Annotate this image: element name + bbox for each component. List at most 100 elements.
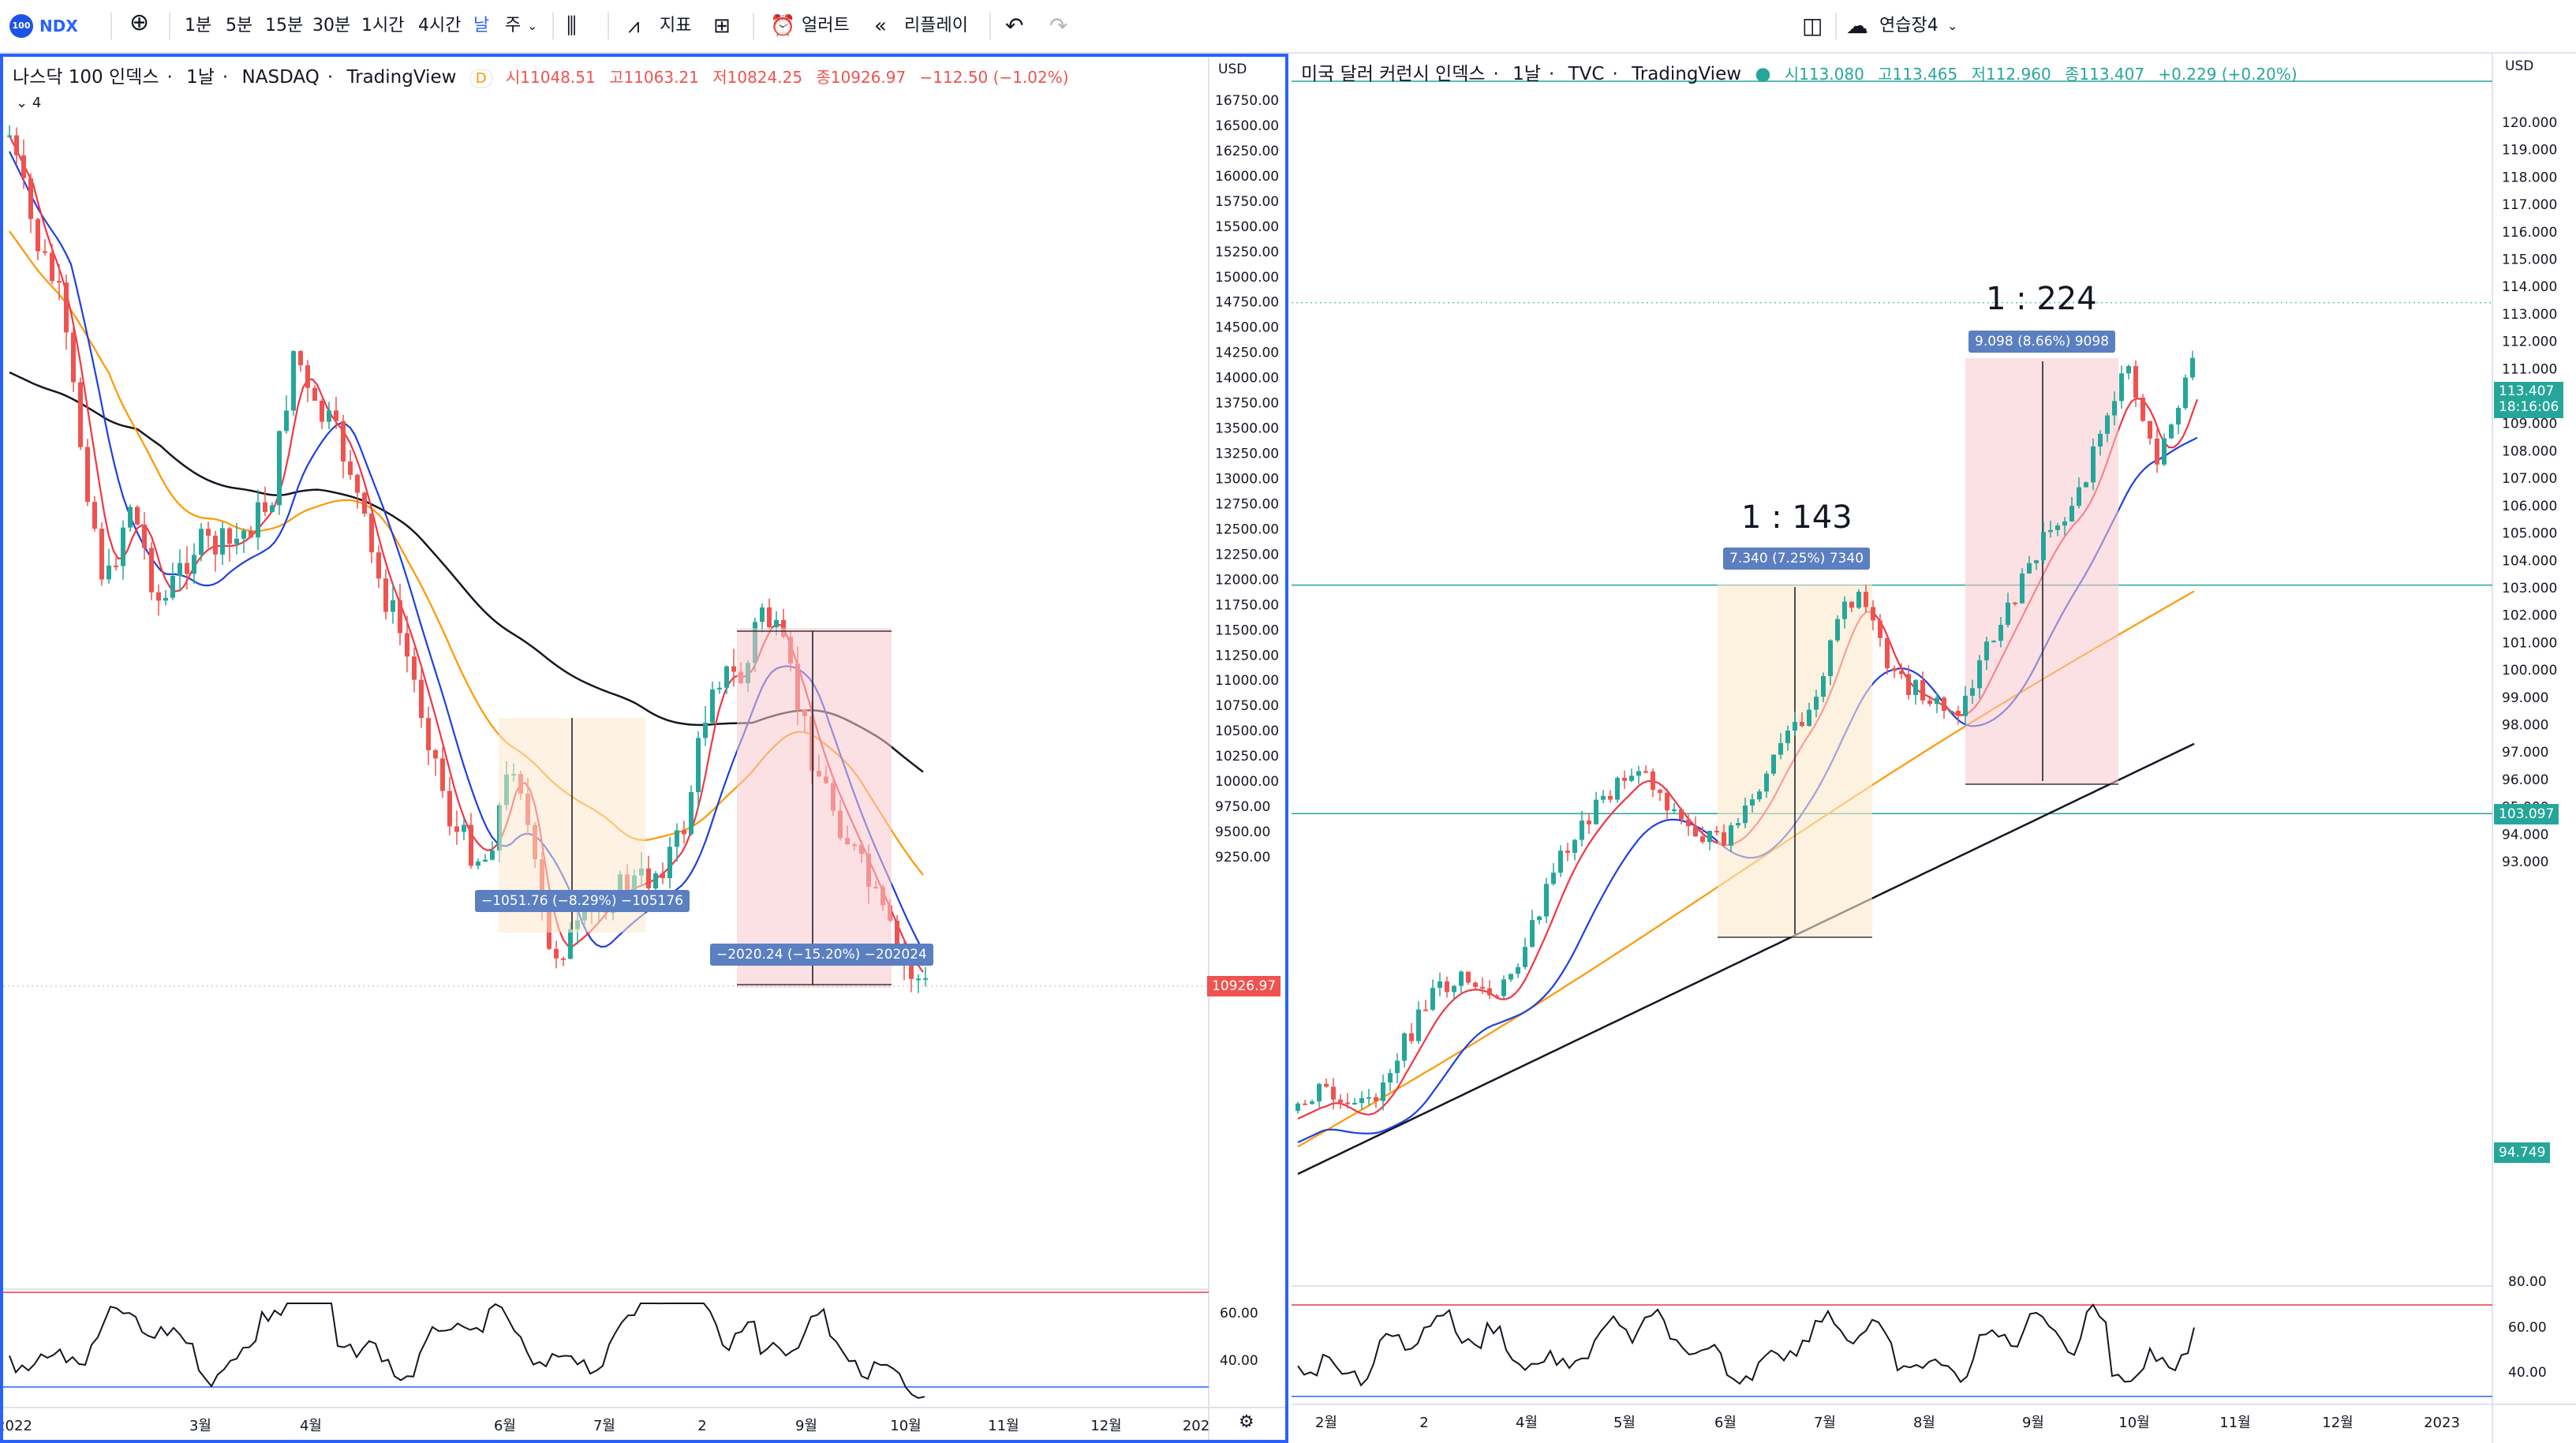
price-tick-label: 10750.00: [1215, 698, 1279, 714]
undo-icon[interactable]: ↶: [1005, 13, 1024, 39]
dxy-candle-body: [1643, 771, 1648, 773]
interval-day[interactable]: 날: [473, 16, 490, 36]
dxy-candle-body: [1295, 1103, 1300, 1111]
collapsed-indicators[interactable]: ⌄ 4: [16, 95, 42, 111]
nasdaq-candle-body: [142, 524, 147, 548]
nasdaq-candle-body: [348, 461, 353, 475]
rsi-line: [1297, 1303, 2195, 1387]
replay-icon[interactable]: «: [874, 14, 887, 38]
dxy-candle-body: [1686, 819, 1691, 827]
time-tick-label: 9월: [795, 1418, 817, 1434]
dxy-candle-body: [1367, 1097, 1371, 1099]
interval-15m[interactable]: 15분: [265, 16, 304, 36]
dxy-candle-body: [1615, 777, 1620, 800]
dxy-candle-body: [2183, 377, 2188, 409]
symbol-search-button[interactable]: NDX: [39, 17, 78, 36]
dxy-candle-body: [1714, 831, 1719, 833]
price-tick-label: 16750.00: [1215, 93, 1279, 109]
interval-4h[interactable]: 4시간: [418, 16, 462, 36]
nasdaq-candle-body: [731, 666, 736, 672]
price-tick-label: 12500.00: [1215, 521, 1279, 537]
price-tick-label: 111.000: [2502, 361, 2557, 377]
dxy-candle-body: [2020, 573, 2025, 604]
nasdaq-candle-body: [107, 565, 111, 580]
price-tick-label: 13750.00: [1215, 396, 1279, 412]
dxy-candle-body: [1523, 947, 1527, 967]
alert-button[interactable]: 얼러트: [802, 16, 850, 36]
nasdaq-candle-body: [376, 552, 381, 579]
nasdaq-chart-pane[interactable]: 16750.00 16500.00 16250.00 16000.00 15750.00…: [0, 54, 1288, 1443]
dxy-candle-body: [1722, 832, 1726, 846]
interval-week[interactable]: 주: [505, 16, 522, 36]
dxy-candle-body: [1849, 601, 1854, 608]
price-tick-label: 14750.00: [1215, 295, 1279, 311]
interval-1m[interactable]: 1분: [185, 16, 212, 36]
dxy-candle-body: [1480, 986, 1485, 989]
templates-icon[interactable]: ⊞: [713, 14, 731, 38]
dxy-chart-pane[interactable]: 120.000 119.000 118.000 117.000 116.000 115.0…: [1292, 54, 2576, 1443]
nasdaq-candle-body: [462, 824, 466, 832]
price-tick-label: 14500.00: [1215, 320, 1279, 336]
nasdaq-candle-body: [682, 830, 686, 835]
dxy-chart-canvas[interactable]: 120.000 119.000 118.000 117.000 116.000 115.0…: [1292, 54, 2576, 1443]
dxy-candle-body: [1963, 695, 1968, 716]
time-tick-label: 10월: [890, 1418, 921, 1434]
chevron-down-icon[interactable]: ⌄: [527, 18, 538, 33]
chevron-down-icon[interactable]: ⌄: [1947, 18, 1958, 33]
nasdaq-candle-body: [36, 219, 40, 252]
dxy-candle-body: [1757, 791, 1762, 800]
indicators-icon[interactable]: ⩘: [628, 14, 640, 38]
nasdaq-candle-body: [327, 410, 331, 422]
interval-5m[interactable]: 5분: [226, 16, 253, 36]
time-tick-label: 7월: [1814, 1415, 1836, 1431]
dxy-candle-body: [2027, 563, 2032, 574]
alert-icon[interactable]: ⏰: [770, 14, 796, 38]
nasdaq-chart-canvas[interactable]: 16750.00 16500.00 16250.00 16000.00 15750.00…: [3, 57, 1285, 1440]
workspace-button[interactable]: 연습장4: [1879, 16, 1939, 36]
price-tick-label: 11750.00: [1215, 597, 1279, 613]
nasdaq-candle-body: [469, 824, 473, 866]
dxy-candle-body: [1658, 789, 1662, 793]
replay-button[interactable]: 리플레이: [904, 16, 968, 36]
dxy-candle-body: [1821, 675, 1826, 697]
currency-label[interactable]: USD: [2505, 58, 2534, 74]
dxy-candle-body: [2069, 506, 2074, 521]
indicators-button[interactable]: 지표: [660, 16, 692, 36]
cloud-icon[interactable]: ☁: [1846, 13, 1868, 39]
dxy-candle-body: [1906, 674, 1911, 695]
time-tick-label: 3월: [189, 1418, 211, 1434]
layout-icon[interactable]: ◫: [1802, 13, 1823, 39]
redo-icon[interactable]: ↷: [1049, 13, 1068, 39]
price-tick-label: 15750.00: [1215, 194, 1279, 210]
nasdaq-candle-body: [490, 850, 495, 860]
time-tick-label: 10월: [2118, 1415, 2149, 1431]
add-symbol-icon[interactable]: ⊕: [129, 9, 150, 36]
nasdaq-candle-body: [767, 607, 772, 628]
nasdaq-candle-body: [476, 862, 480, 866]
interval-1h[interactable]: 1시간: [361, 16, 405, 36]
measure-box-2: [1965, 358, 2118, 784]
nasdaq-candle-body: [277, 431, 282, 506]
interval-30m[interactable]: 30분: [312, 16, 351, 36]
nasdaq-candle-body: [206, 529, 211, 536]
price-tick-label: 11500.00: [1215, 622, 1279, 638]
price-tick-label: 13250.00: [1215, 447, 1279, 462]
delay-badge: D: [469, 69, 492, 88]
dxy-candle-body: [1871, 607, 1875, 621]
settings-icon[interactable]: ⚙: [1239, 1412, 1254, 1432]
candles-type-icon[interactable]: ⫼: [566, 13, 577, 39]
price-tick-label: 96.000: [2502, 772, 2548, 788]
currency-label[interactable]: USD: [1218, 62, 1247, 77]
dxy-candle-body: [2119, 373, 2124, 402]
price-tick-label: 104.000: [2502, 553, 2557, 569]
nasdaq-candle-body: [43, 251, 47, 253]
level-tag-2: 94.749: [2494, 1142, 2551, 1163]
dxy-candle-body: [1310, 1101, 1314, 1105]
price-tick-label: 99.000: [2502, 690, 2548, 706]
nasdaq-candle-body: [128, 507, 133, 528]
ratio-label-2: 1 : 224: [1986, 281, 2097, 317]
nasdaq-candle-body: [192, 555, 196, 574]
nasdaq-candle-body: [156, 592, 161, 601]
price-tick-label: 14000.00: [1215, 371, 1279, 387]
time-tick-label: 12월: [1090, 1418, 1121, 1434]
